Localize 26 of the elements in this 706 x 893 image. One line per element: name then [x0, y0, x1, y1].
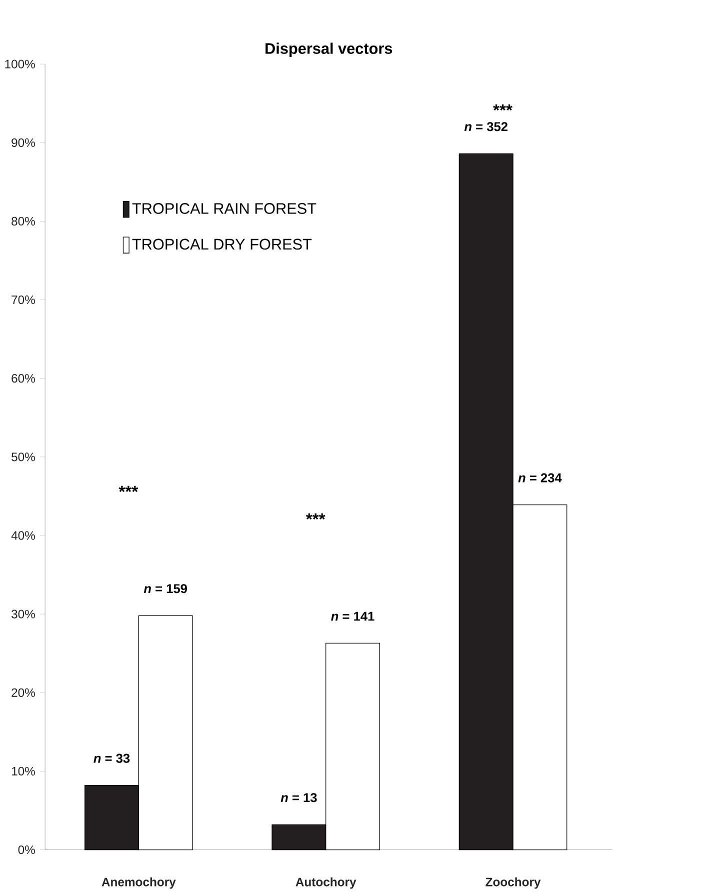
annotation: ***	[493, 104, 513, 111]
annotation: n = 234	[518, 473, 562, 482]
annotation: n = 159	[144, 584, 188, 594]
legend-label: TROPICAL RAIN FOREST	[132, 203, 316, 214]
annotation: n = 13	[280, 793, 317, 802]
y-tick-label: 20%	[12, 688, 36, 697]
annotation: n = 33	[94, 754, 130, 763]
y-tick-label: 30%	[12, 610, 36, 618]
y-tick-label: 40%	[11, 531, 36, 540]
y-tick-label: 10%	[12, 766, 36, 776]
x-tick-label: Autochory	[296, 877, 356, 889]
y-tick-label: 0%	[18, 845, 36, 854]
y-tick-label: 90%	[12, 138, 36, 147]
legend-label: TROPICAL DRY FOREST	[132, 238, 312, 250]
annotation: ***	[306, 513, 326, 520]
y-tick-label: 80%	[12, 216, 36, 226]
chart-title: Dispersal vectors	[266, 42, 392, 57]
annotation: n = 141	[331, 612, 374, 621]
annotation: n = 352	[464, 122, 508, 132]
annotation: ***	[118, 486, 138, 492]
y-tick-label: 70%	[12, 295, 36, 304]
x-tick-label: Zoochory	[486, 877, 541, 889]
y-tick-label: 50%	[12, 452, 36, 462]
x-tick-label: Anemochory	[102, 877, 176, 889]
y-tick-label: 60%	[12, 374, 36, 383]
y-tick-label: 100%	[5, 60, 36, 68]
